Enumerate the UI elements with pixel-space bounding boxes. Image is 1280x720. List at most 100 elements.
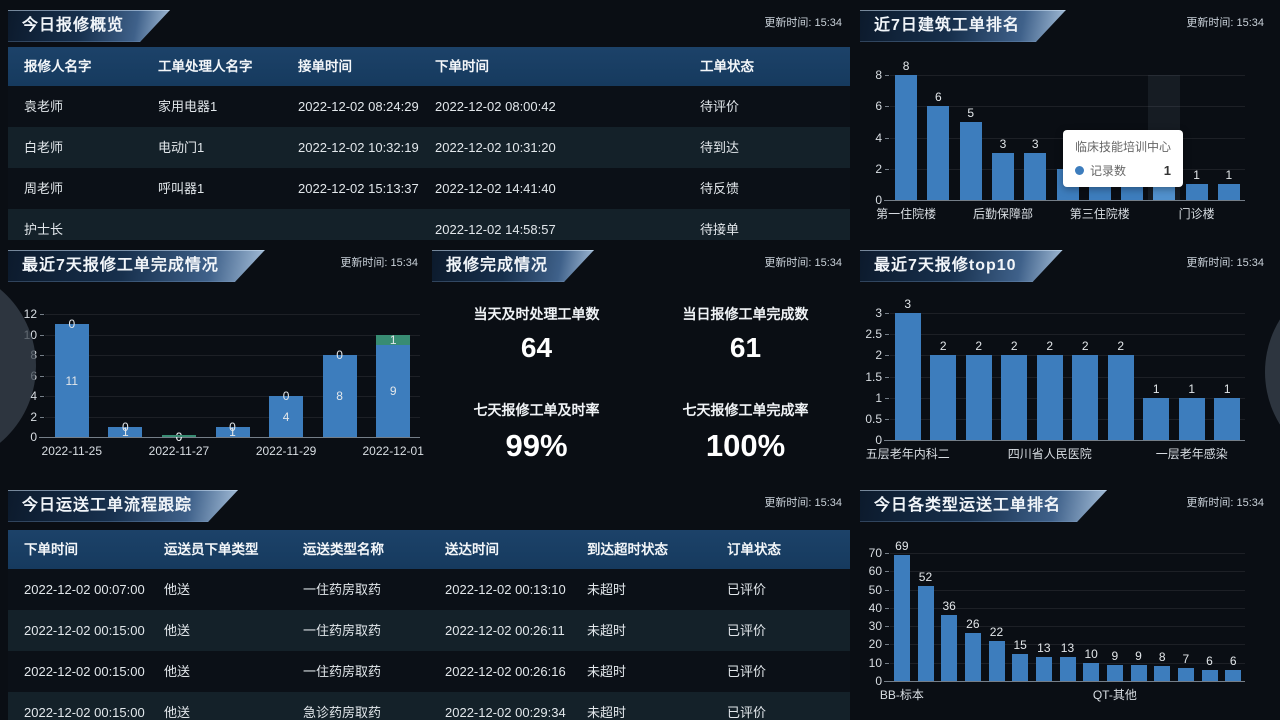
gridline xyxy=(890,571,1245,573)
bar[interactable] xyxy=(1035,657,1052,681)
stat-timely-handled: 当天及时处理工单数 64 xyxy=(432,304,641,364)
bar-value-label: 1 xyxy=(1152,381,1160,396)
panel-title-banner: 报修完成情况 xyxy=(432,250,594,282)
column-header: 到达超时状态 xyxy=(587,542,668,557)
bar-value-label: 1 xyxy=(1193,168,1200,183)
column-header: 接单时间 xyxy=(298,59,352,74)
bar[interactable] xyxy=(894,313,921,440)
bar[interactable] xyxy=(1153,184,1176,200)
bar[interactable] xyxy=(1001,355,1028,440)
y-axis-label: 1.5 xyxy=(865,369,882,384)
column-header: 运送类型名称 xyxy=(303,542,384,557)
table-cell: 2022-12-02 10:32:19 xyxy=(298,140,419,155)
bar[interactable] xyxy=(991,153,1014,200)
bar[interactable] xyxy=(964,633,981,681)
bar[interactable] xyxy=(895,75,918,200)
transport-tracking-table: 下单时间 运送员下单类型 运送类型名称 送达时间 到达超时状态 订单状态 2022-12-0… xyxy=(8,530,850,720)
table-cell: 家用电器1 xyxy=(158,99,218,114)
panel-title-banner: 最近7天报修top10 xyxy=(860,250,1063,282)
bar[interactable] xyxy=(1185,184,1208,200)
x-axis-line xyxy=(884,440,1245,441)
bar[interactable] xyxy=(1214,397,1241,440)
gridline xyxy=(890,607,1245,609)
bar[interactable] xyxy=(1225,670,1242,681)
bar[interactable] xyxy=(1072,355,1099,440)
bar[interactable] xyxy=(322,355,357,437)
bar[interactable] xyxy=(941,615,958,681)
repair-overview-table: 报修人名字 工单处理人名字 接单时间 下单时间 工单状态 袁老师 家用电器1 2022-12-… xyxy=(8,47,850,240)
x-axis-label: 2022-12-01 xyxy=(362,444,424,458)
y-axis-label: 0.5 xyxy=(865,411,882,426)
bar[interactable] xyxy=(108,426,143,437)
bar-value-label: 0 xyxy=(175,430,183,444)
bar-value-label: 2 xyxy=(1010,339,1018,354)
bar[interactable] xyxy=(376,344,411,437)
bar[interactable] xyxy=(1154,666,1171,681)
bar[interactable] xyxy=(917,585,934,681)
bar[interactable] xyxy=(1217,184,1240,200)
bar[interactable] xyxy=(1106,664,1123,681)
table-row: 2022-12-02 00:07:00 他送 一住药房取药 2022-12-02 00… xyxy=(8,569,850,610)
bar[interactable] xyxy=(215,426,250,437)
building-rank-chart: 0246886533222111第一住院楼后勤保障部第三住院楼门诊楼临床技能培训… xyxy=(860,8,1272,240)
bar[interactable] xyxy=(988,640,1005,681)
table-cell xyxy=(142,209,282,240)
bar[interactable] xyxy=(54,324,89,437)
panel-title: 近7日建筑工单排名 xyxy=(874,17,1020,34)
bar[interactable] xyxy=(927,106,950,200)
panel-title: 最近7天报修top10 xyxy=(874,257,1017,274)
panel-title: 报修完成情况 xyxy=(446,257,549,274)
bar[interactable] xyxy=(965,355,992,440)
table-cell: 袁老师 xyxy=(24,99,64,114)
y-axis-tick xyxy=(40,355,44,356)
y-axis-tick xyxy=(885,334,889,336)
bar[interactable] xyxy=(1083,662,1100,681)
y-axis-tick xyxy=(885,662,889,664)
y-axis-label: 12 xyxy=(23,307,37,321)
table-cell: 他送 xyxy=(164,623,191,638)
bar-value-label: 7 xyxy=(1182,652,1190,667)
bar[interactable] xyxy=(269,396,304,437)
bar[interactable] xyxy=(1107,355,1134,440)
bar[interactable] xyxy=(1177,668,1194,681)
table-cell: 一住药房取药 xyxy=(303,582,382,597)
bar[interactable] xyxy=(1201,670,1218,681)
bar[interactable] xyxy=(1130,664,1147,681)
bar[interactable] xyxy=(1059,657,1076,681)
bar-value-label: 2 xyxy=(1046,339,1054,354)
column-header: 下单时间 xyxy=(24,542,78,557)
y-axis-label: 2 xyxy=(875,348,882,363)
panel-title: 今日各类型运送工单排名 xyxy=(874,497,1062,514)
table-cell: 2022-12-02 14:41:40 xyxy=(435,181,556,196)
bar-value-label: 2 xyxy=(939,339,947,354)
y-axis-tick xyxy=(885,376,889,378)
bar[interactable] xyxy=(1143,397,1170,440)
table-row: 2022-12-02 00:15:00 他送 一住药房取药 2022-12-02 00… xyxy=(8,651,850,692)
y-axis-tick xyxy=(40,396,44,397)
bar-value-label: 3 xyxy=(999,137,1007,152)
y-axis-tick xyxy=(40,334,44,336)
bar[interactable] xyxy=(161,435,196,437)
bar-value-label: 26 xyxy=(966,617,980,632)
bar[interactable] xyxy=(1178,397,1205,440)
bar[interactable] xyxy=(1012,653,1029,681)
x-axis-label: BB-标本 xyxy=(879,688,924,702)
bar-value-label: 0 xyxy=(229,419,236,434)
bar[interactable] xyxy=(893,554,910,681)
table-cell: 已评价 xyxy=(727,582,767,597)
table-cell: 白老师 xyxy=(24,140,64,155)
x-axis-label: 第一住院楼 xyxy=(876,207,937,221)
gridline xyxy=(890,106,1245,108)
bar-value-label: 3 xyxy=(1031,137,1039,152)
panel-title: 今日运送工单流程跟踪 xyxy=(22,497,193,514)
bar-value-label: 1 xyxy=(1223,381,1231,396)
bar[interactable] xyxy=(376,334,411,345)
bar[interactable] xyxy=(1024,153,1047,200)
bar[interactable] xyxy=(1036,355,1063,440)
bar-value-label: 11 xyxy=(65,373,79,388)
table-cell: 呼叫器1 xyxy=(158,181,205,196)
table-row: 护士长 2022-12-02 14:58:57 待接单 xyxy=(8,209,850,240)
panel-title: 今日报修概览 xyxy=(22,17,125,34)
bar[interactable] xyxy=(959,121,982,200)
bar[interactable] xyxy=(930,355,957,440)
